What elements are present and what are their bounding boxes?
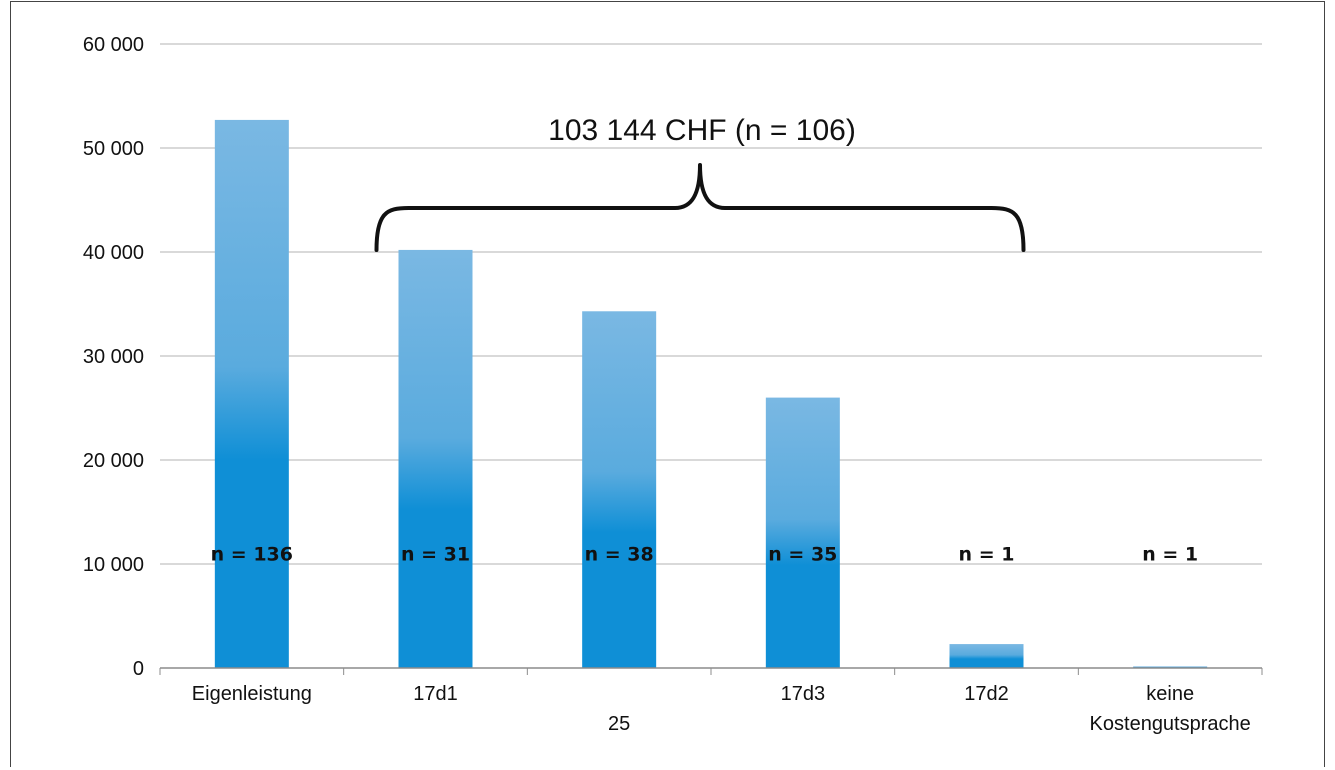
n-label: n = 38 xyxy=(585,544,654,566)
category-label: 17d2 xyxy=(964,683,1009,705)
bars xyxy=(214,119,1208,669)
y-tick-label: 50 000 xyxy=(83,138,144,160)
category-label: 25 xyxy=(608,713,630,735)
y-tick-label: 10 000 xyxy=(83,554,144,576)
category-label: Eigenleistung xyxy=(192,683,312,705)
n-labels: n = 136 n = 31 n = 38 n = 35 n = 1 n = 1 xyxy=(211,544,1198,566)
y-tick-label: 0 xyxy=(133,658,144,680)
bar xyxy=(214,119,289,669)
bar xyxy=(582,311,657,668)
category-labels: Eigenleistung 17d1 25 17d3 17d2 keine Kostengu… xyxy=(192,683,1251,735)
bar xyxy=(398,249,473,669)
n-label: n = 35 xyxy=(768,544,837,566)
bar xyxy=(949,644,1024,668)
x-axis xyxy=(159,667,1263,675)
y-tick-label: 60 000 xyxy=(83,34,144,56)
n-label: n = 1 xyxy=(1142,544,1198,566)
category-label: keine xyxy=(1146,683,1194,705)
bar xyxy=(1133,666,1208,668)
y-tick-label: 30 000 xyxy=(83,346,144,368)
y-tick-label: 40 000 xyxy=(83,242,144,264)
n-label: n = 1 xyxy=(959,544,1015,566)
n-label: n = 136 xyxy=(211,544,293,566)
category-label: 17d3 xyxy=(781,683,826,705)
y-axis-tick-labels: 0 10 000 20 000 30 000 40 000 50 000 60 000 xyxy=(83,34,144,680)
category-label: 17d1 xyxy=(413,683,458,705)
chart-frame xyxy=(10,1,1325,767)
brace-annotation: 103 144 CHF (n = 106) xyxy=(374,114,1026,252)
n-label: n = 31 xyxy=(401,544,470,566)
bar xyxy=(765,397,840,668)
brace-label: 103 144 CHF (n = 106) xyxy=(548,114,856,147)
y-tick-label: 20 000 xyxy=(83,450,144,472)
brace-shape xyxy=(374,163,1026,252)
grid-lines xyxy=(160,43,1262,565)
category-label: Kostengutsprache xyxy=(1090,713,1251,735)
